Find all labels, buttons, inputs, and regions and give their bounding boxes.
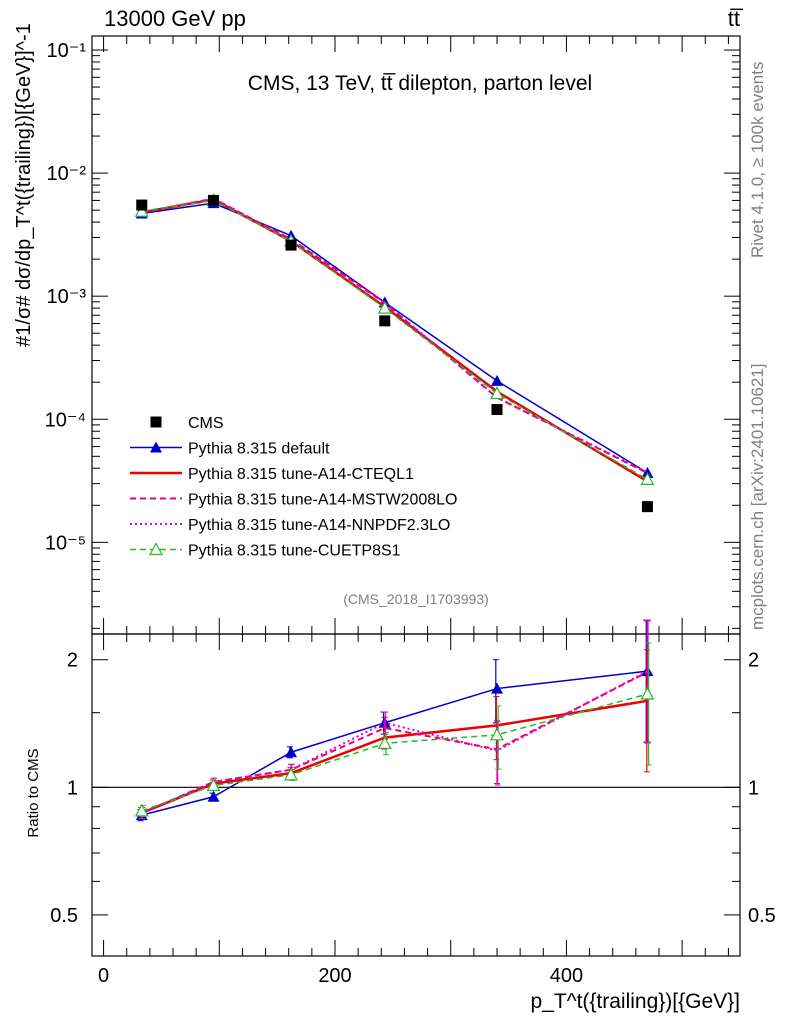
main-series-group	[134, 193, 655, 513]
legend-marker-cms	[150, 416, 162, 428]
main-line-pythia-8-315-tune-a14-cteql1	[141, 198, 649, 483]
ratio-ytick-label-right: 0.5	[748, 905, 776, 927]
ratio-ytick-label: 0.5	[50, 905, 78, 927]
ratio-point	[134, 803, 149, 817]
ratio-xtick-label: 0	[98, 965, 109, 987]
ratio-point	[284, 767, 299, 781]
legend-label: CMS	[188, 415, 224, 432]
ratio-ytick-label-right: 2	[748, 650, 759, 672]
legend-label: Pythia 8.315 tune-CUETP8S1	[188, 543, 401, 560]
ratio-ylabel: Ratio to CMS	[25, 748, 42, 837]
cms-data-point	[136, 199, 148, 211]
main-line-pythia-8-315-tune-cuetp8s1	[141, 199, 648, 480]
ratio-ytick-label: 2	[67, 650, 78, 672]
main-line-pythia-8-315-default	[141, 202, 648, 474]
ratio-point	[206, 778, 221, 792]
main-point	[134, 203, 149, 217]
ratio-panel-frame	[91, 633, 741, 957]
cms-data-point	[491, 404, 503, 416]
legend: CMS Pythia 8.315 default Pythia 8.315 tune…	[130, 415, 457, 560]
ratio-point	[207, 790, 220, 802]
main-title: CMS, 13 TeV, tt̅ dilepton, parton level	[248, 72, 592, 95]
watermark: (CMS_2018_I1703993)	[343, 591, 489, 607]
ratio-point	[285, 746, 298, 758]
legend-label: Pythia 8.315 tune-A14-MSTW2008LO	[188, 492, 457, 509]
ratio-xtick-label: 400	[550, 965, 583, 987]
ratio-ytick-label: 1	[67, 777, 78, 799]
main-ytick-label: 10⁻⁵	[45, 532, 86, 554]
ratio-point	[489, 727, 505, 741]
main-ytick-label: 10⁻³	[47, 286, 87, 308]
main-point	[489, 386, 505, 400]
header-right: tt̅	[728, 6, 744, 31]
ratio-line-pythia-8-315-tune-a14-cteql1	[141, 699, 648, 815]
ratio-series-group	[134, 619, 655, 822]
ratio-point	[377, 736, 392, 749]
mcplots-label: mcplots.cern.ch [arXiv:2401.10621]	[748, 364, 767, 630]
ratio-point	[640, 686, 655, 700]
main-axis-ticks: 10⁻⁵ 10⁻⁴ 10⁻³ 10⁻² 10⁻¹	[45, 36, 740, 634]
ratio-xtick-label: 200	[318, 965, 351, 987]
ratio-xlabel: p_T^t({trailing})[{GeV}]	[531, 990, 740, 1013]
main-ylabel: #1/σ# dσ/dp_T^t({trailing})[{GeV}]^-1	[13, 23, 35, 347]
main-point	[377, 300, 392, 314]
ratio-point	[491, 682, 503, 694]
main-ytick-label: 10⁻¹	[47, 40, 87, 62]
cms-data-point	[379, 315, 391, 327]
legend-marker	[150, 441, 162, 453]
legend-label: Pythia 8.315 tune-A14-NNPDF2.3LO	[188, 517, 450, 534]
main-ytick-label: 10⁻⁴	[45, 409, 86, 431]
cms-data-point	[641, 501, 653, 513]
ratio-line-pythia-8-315-default	[141, 670, 648, 816]
cms-data-point	[208, 194, 219, 206]
main-ytick-label: 10⁻²	[47, 163, 87, 185]
legend-label: Pythia 8.315 default	[188, 441, 330, 458]
ratio-ytick-label-right: 1	[748, 777, 759, 799]
main-point	[491, 374, 503, 386]
main-point	[640, 472, 655, 485]
legend-marker	[148, 542, 164, 556]
main-line-pythia-8-315-tune-a14-nnpdf2-3lo	[141, 197, 648, 474]
ratio-line-pythia-8-315-tune-cuetp8s1	[141, 693, 648, 812]
ratio-line-pythia-8-315-tune-a14-nnpdf2-3lo	[141, 670, 648, 814]
legend-label: Pythia 8.315 tune-A14-CTEQL1	[188, 466, 414, 483]
cms-data-point	[285, 239, 297, 251]
header-left: 13000 GeV pp	[104, 6, 246, 31]
rivet-label: Rivet 4.1.0, ≥ 100k events	[748, 62, 767, 258]
